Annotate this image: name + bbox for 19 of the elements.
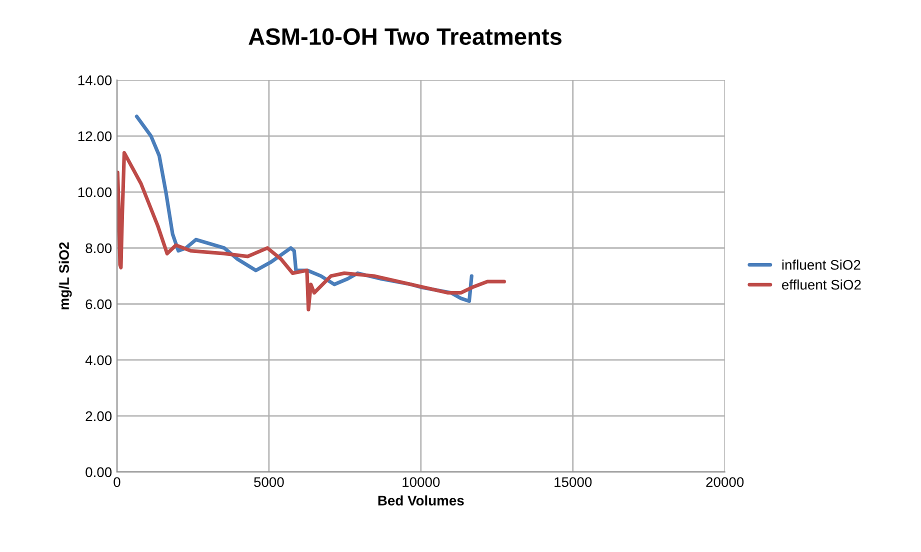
line-series	[116, 151, 506, 312]
y-tick-label: 14.00	[78, 75, 112, 86]
x-tick-label: 0	[114, 477, 120, 488]
x-tick-label: 20000	[706, 477, 744, 488]
y-tick-label: 2.00	[86, 411, 112, 422]
y-tick-label: 10.00	[78, 187, 112, 198]
x-tick-label: 10000	[402, 477, 440, 488]
y-tick-label: 0.00	[86, 467, 112, 478]
x-axis-title: Bed Volumes	[378, 495, 464, 506]
y-tick-label: 4.00	[85, 355, 112, 366]
chart-title: ASM-10-OH Two Treatments	[248, 28, 562, 45]
legend-label: influent SiO2	[782, 260, 860, 270]
y-axis-title: mg/L SiO2	[58, 242, 72, 310]
y-tick-label: 6.00	[86, 299, 112, 310]
y-tick-label: 12.00	[78, 131, 112, 142]
y-tick-label: 8.00	[86, 243, 112, 254]
legend-label: effluent SiO2	[782, 279, 861, 290]
x-tick-label: 15000	[554, 477, 592, 488]
x-tick-label: 5000	[254, 477, 284, 488]
